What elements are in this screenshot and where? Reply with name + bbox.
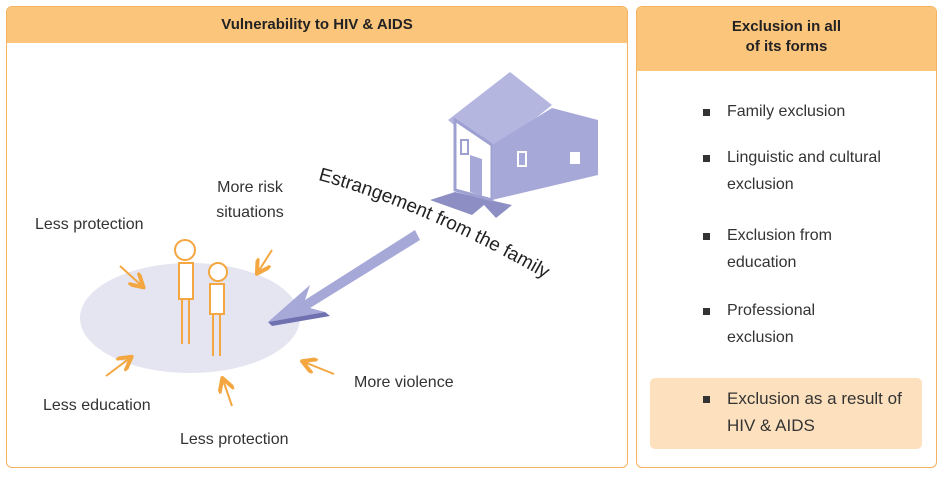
label: Less education (43, 397, 151, 415)
house (430, 72, 598, 218)
page: Vulnerability to HIV & AIDS Exclusion in… (0, 0, 940, 491)
highlight-item: Exclusion as a result of HIV & AIDS (727, 385, 917, 439)
list-item: Exclusion from education (727, 222, 867, 276)
list-item: Family exclusion (727, 98, 927, 125)
label: More risk situations (205, 175, 295, 225)
list-item: Professional exclusion (727, 297, 847, 351)
big-arrow (268, 230, 420, 326)
label: Less protection (35, 216, 144, 234)
label: Less protection (180, 431, 289, 449)
list-item: Linguistic and cultural exclusion (727, 144, 912, 198)
label: More violence (354, 374, 454, 392)
